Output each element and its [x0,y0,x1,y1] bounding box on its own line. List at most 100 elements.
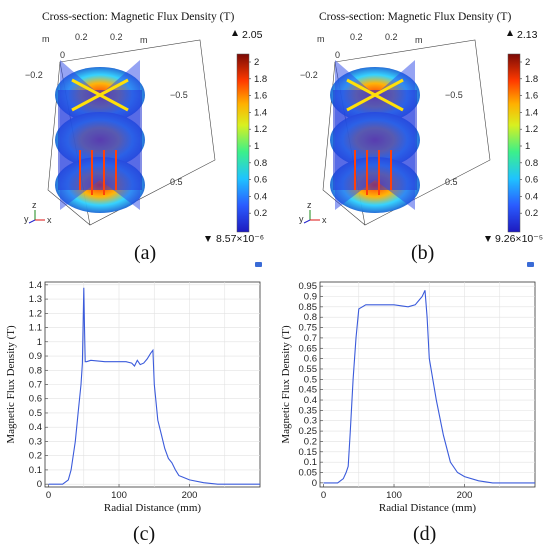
max-label: 2.13 [517,29,538,41]
colorbar-ticks: 2 1.8 1.6 1.4 1.2 1 0.8 0.6 0.4 0.2 [520,57,538,219]
colorbar-ticks: 2 1.8 1.6 1.4 1.2 1 0.8 0.6 0.4 0.2 [249,57,267,219]
y-tick-label: 0.45 [299,385,318,396]
tick-label: 0.5 [445,177,458,187]
tick-label: 0.2 [350,32,363,42]
tick-label: −0.2 [25,70,43,80]
x-axis-label: Radial Distance (mm) [104,502,201,514]
panel-d: 0 0.05 0.1 0.15 0.2 0.25 0.3 0.35 0.4 0.45 0.5 0.55… [275,272,550,551]
colorbar-tick-label: 1.2 [525,124,538,135]
y-tick-label: 0.1 [29,465,42,476]
triad-y: y [24,214,29,224]
min-triangle-icon [485,236,491,242]
y-tick-label: 1.1 [29,323,42,334]
tick-label: m [415,35,423,45]
y-tick-label: 1 [37,337,42,348]
x-axis-label: Radial Distance (mm) [379,502,476,514]
x-tick-label: 100 [386,490,402,501]
y-tick-label: 0.6 [304,354,317,365]
subfigure-label-a: (a) [134,242,157,264]
triad-z: z [32,200,37,210]
colorbar-tick-label: 1.6 [525,91,538,102]
axis-triad: y z x [24,200,52,225]
triad-x: x [47,215,52,225]
panel-c: 0 0.1 0.2 0.3 0.4 0.5 0.6 0.7 0.8 0.9 1 1.1 1.2 1.3 1.… [0,272,275,551]
y-tick-label: 0.7 [304,333,317,344]
colorbar [236,53,250,233]
y-tick-label: 0.35 [299,405,318,416]
colorbar-tick-label: 0.4 [525,191,538,202]
y-tick-label: 0.25 [299,426,318,437]
tick-label: 0 [60,50,65,60]
y-tick-label: 0.5 [304,374,317,385]
max-triangle-icon [232,30,238,36]
tick-label: 0.2 [75,32,88,42]
y-tick-label: 0.5 [29,408,42,419]
y-tick-label: 1.3 [29,294,42,305]
y-tick-label: 0.15 [299,447,318,458]
triad-x: x [322,215,327,225]
colorbar-tick-label: 1.8 [254,74,267,85]
y-tick-label: 0.9 [29,351,42,362]
max-label: 2.05 [242,29,263,41]
y-tick-label: 0.65 [299,343,318,354]
y-tick-label: 0.6 [29,394,42,405]
colorbar-tick-label: 1.8 [525,74,538,85]
tick-label: m [140,35,148,45]
y-tick-label: 0.85 [299,302,318,313]
y-tick-label: 1.2 [29,308,42,319]
y-tick-label: 0.95 [299,281,318,292]
y-tick-label: 0.75 [299,323,318,334]
min-label: 9.26×10⁻⁵ [495,233,543,245]
tick-label: −0.5 [170,90,188,100]
tick-label: 0.2 [110,32,123,42]
colorbar-tick-label: 2 [525,57,530,68]
min-triangle-icon [205,236,211,242]
y-tick-label: 0.1 [304,457,317,468]
max-triangle-icon [507,30,513,36]
y-axis-label: Magnetic Flux Density (T) [5,325,17,444]
colorbar-tick-label: 0.8 [254,158,267,169]
axis-triad: y z x [299,200,327,225]
tick-label: 0 [335,50,340,60]
y-tick-label: 0.2 [304,436,317,447]
triad-y: y [299,214,304,224]
tick-label: m [317,34,325,44]
colorbar-tick-label: 1 [254,141,259,152]
subfigure-label-d: (d) [413,523,437,545]
y-tick-label: 0.8 [29,365,42,376]
y-tick-label: 0.7 [29,380,42,391]
tick-label: 0.5 [170,177,183,187]
y-tick-label: 0.9 [304,291,317,302]
x-tick-label: 200 [182,490,198,501]
colorbar-tick-label: 1.2 [254,124,267,135]
logo-icon [527,262,534,267]
data-line [323,290,535,484]
tick-label: 0.2 [385,32,398,42]
colorbar-tick-label: 1.4 [254,107,267,118]
colorbar-tick-label: 0.8 [525,158,538,169]
y-tick-label: 0.2 [29,451,42,462]
panel-a-title: Cross-section: Magnetic Flux Density (T) [42,11,235,23]
cylinder-slices [55,60,145,213]
colorbar-tick-label: 0.2 [254,208,267,219]
subfigure-label-b: (b) [411,242,435,264]
colorbar-tick-label: 1.4 [525,107,538,118]
y-tick-label: 1.4 [29,280,42,291]
colorbar-tick-label: 0.2 [525,208,538,219]
y-tick-label: 0.55 [299,364,318,375]
panel-a-figure: m 0.2 0.2 0 −0.2 −0.5 0.5 m y z x 2.05 2… [24,29,267,245]
y-tick-label: 0.05 [299,468,318,479]
y-axis-label: Magnetic Flux Density (T) [280,325,292,444]
panel-a: Cross-section: Magnetic Flux Density (T) [0,0,275,270]
panel-b-title: Cross-section: Magnetic Flux Density (T) [319,11,512,23]
plot-area [319,281,536,488]
x-tick-label: 0 [321,490,326,501]
logo-icon [255,262,262,267]
colorbar-tick-label: 0.6 [254,175,267,186]
cylinder-slices [330,60,420,213]
x-tick-label: 200 [457,490,473,501]
panel-b-figure: m 0.2 0.2 0 −0.2 −0.5 0.5 m y z x 2.13 2… [299,29,543,245]
line-chart-d: 00.050.10.150.20.250.30.350.40.450.50.55… [280,281,536,514]
colorbar-tick-label: 2 [254,57,259,68]
line-chart-c: 0 0.1 0.2 0.3 0.4 0.5 0.6 0.7 0.8 0.9 1 1.1 1.2 1.3 1.… [5,280,261,514]
